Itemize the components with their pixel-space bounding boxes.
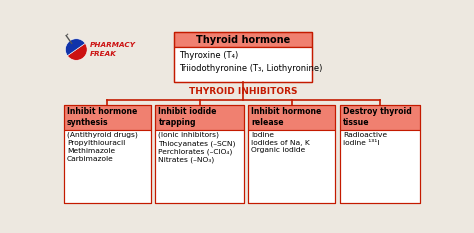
Bar	[248, 105, 335, 130]
Bar	[155, 105, 244, 130]
Bar	[340, 105, 420, 130]
Text: (Antithyroid drugs)
Propylthiouracil
Methimazole
Carbimazole: (Antithyroid drugs) Propylthiouracil Met…	[67, 132, 138, 162]
Bar	[248, 105, 335, 203]
Bar	[64, 130, 151, 203]
Text: PHARMACY: PHARMACY	[90, 42, 136, 48]
Text: Iodine
Iodides of Na, K
Organic iodide: Iodine Iodides of Na, K Organic iodide	[251, 132, 310, 153]
Text: THYROID INHIBITORS: THYROID INHIBITORS	[189, 87, 297, 96]
Text: (Ionic inhibitors)
Thiocyanates (–SCN)
Perchlorates (–ClO₄)
Nitrates (–NO₃): (Ionic inhibitors) Thiocyanates (–SCN) P…	[158, 132, 236, 163]
Wedge shape	[65, 39, 85, 56]
Bar	[340, 130, 420, 203]
Text: FREAK: FREAK	[90, 51, 117, 57]
Bar	[174, 32, 312, 82]
Text: Radioactive
iodine ¹³¹I: Radioactive iodine ¹³¹I	[343, 132, 387, 146]
Bar	[248, 130, 335, 203]
Text: Thyroid hormone: Thyroid hormone	[196, 34, 290, 45]
Bar	[340, 105, 420, 203]
Bar	[155, 105, 244, 203]
Wedge shape	[67, 43, 87, 60]
Text: Inhibit iodide
trapping: Inhibit iodide trapping	[158, 107, 217, 127]
Bar	[64, 105, 151, 203]
Text: Inhibit hormone
release: Inhibit hormone release	[251, 107, 322, 127]
Text: Destroy thyroid
tissue: Destroy thyroid tissue	[343, 107, 411, 127]
Bar	[174, 32, 312, 47]
Bar	[155, 130, 244, 203]
Text: Inhibit hormone
synthesis: Inhibit hormone synthesis	[67, 107, 137, 127]
Bar	[174, 47, 312, 82]
Bar	[64, 105, 151, 130]
Text: Thyroxine (T₄)
Triiodothyronine (T₃, Liothyronine): Thyroxine (T₄) Triiodothyronine (T₃, Lio…	[179, 51, 322, 72]
